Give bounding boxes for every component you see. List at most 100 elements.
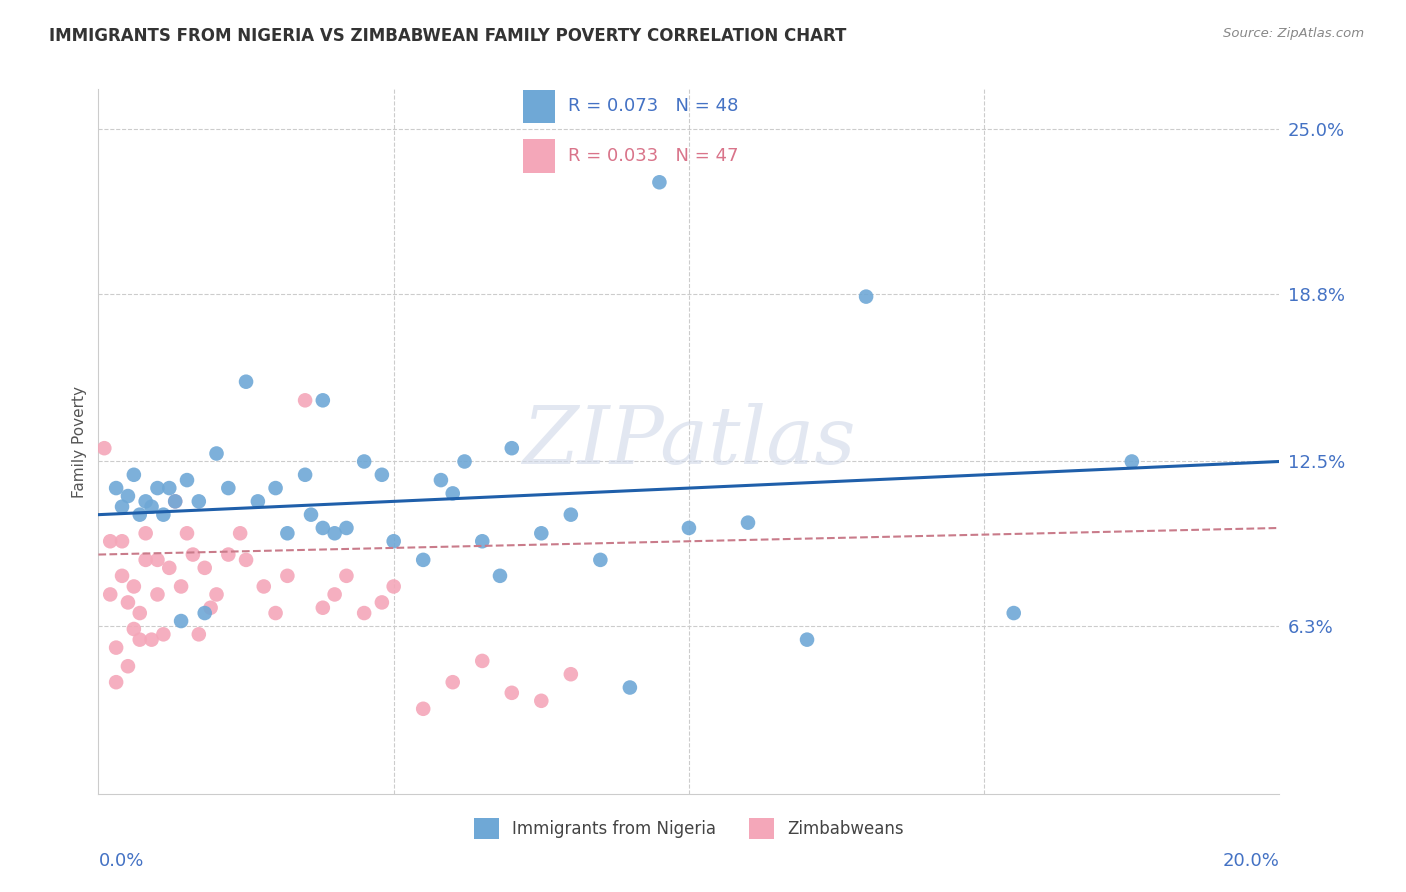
Point	[111, 569, 134, 583]
Point	[187, 627, 209, 641]
Point	[122, 467, 145, 482]
Point	[312, 600, 335, 615]
FancyBboxPatch shape	[523, 89, 555, 123]
Point	[141, 500, 163, 514]
Point	[181, 548, 204, 562]
Point	[737, 516, 759, 530]
Point	[217, 548, 239, 562]
Point	[489, 569, 512, 583]
Text: 0.0%: 0.0%	[98, 853, 143, 871]
Point	[98, 587, 121, 601]
Y-axis label: Family Poverty: Family Poverty	[72, 385, 87, 498]
Point	[235, 375, 257, 389]
Point	[299, 508, 322, 522]
Point	[217, 481, 239, 495]
Text: Source: ZipAtlas.com: Source: ZipAtlas.com	[1223, 27, 1364, 40]
Point	[128, 508, 150, 522]
Point	[471, 534, 494, 549]
Point	[382, 579, 405, 593]
Point	[264, 481, 287, 495]
Point	[294, 467, 316, 482]
Point	[1002, 606, 1025, 620]
Point	[312, 393, 335, 408]
Text: IMMIGRANTS FROM NIGERIA VS ZIMBABWEAN FAMILY POVERTY CORRELATION CHART: IMMIGRANTS FROM NIGERIA VS ZIMBABWEAN FA…	[49, 27, 846, 45]
Point	[176, 526, 198, 541]
Point	[678, 521, 700, 535]
Text: R = 0.033   N = 47: R = 0.033 N = 47	[568, 146, 738, 165]
Point	[1121, 454, 1143, 468]
Point	[176, 473, 198, 487]
Point	[855, 290, 877, 304]
Point	[294, 393, 316, 408]
Point	[157, 561, 180, 575]
Point	[430, 473, 453, 487]
Text: R = 0.073   N = 48: R = 0.073 N = 48	[568, 97, 738, 115]
Point	[253, 579, 276, 593]
Point	[105, 640, 128, 655]
Point	[796, 632, 818, 647]
Point	[194, 561, 217, 575]
Point	[246, 494, 269, 508]
Point	[560, 667, 582, 681]
Point	[165, 494, 187, 508]
Point	[371, 595, 394, 609]
Point	[501, 686, 523, 700]
Point	[335, 569, 357, 583]
Point	[111, 534, 134, 549]
Point	[276, 569, 298, 583]
Point	[200, 600, 222, 615]
Point	[141, 632, 163, 647]
Point	[152, 508, 174, 522]
Point	[205, 587, 228, 601]
FancyBboxPatch shape	[523, 139, 555, 173]
Point	[264, 606, 287, 620]
Point	[170, 579, 193, 593]
Point	[187, 494, 209, 508]
Point	[117, 659, 139, 673]
Point	[323, 526, 346, 541]
Point	[105, 481, 128, 495]
Point	[146, 587, 169, 601]
Point	[117, 595, 139, 609]
Point	[619, 681, 641, 695]
Point	[382, 534, 405, 549]
Point	[146, 553, 169, 567]
Point	[170, 614, 193, 628]
Point	[128, 606, 150, 620]
Point	[530, 526, 553, 541]
Point	[135, 526, 157, 541]
Point	[235, 553, 257, 567]
Point	[353, 606, 375, 620]
Point	[98, 534, 121, 549]
Point	[589, 553, 612, 567]
Point	[135, 494, 157, 508]
Point	[111, 500, 134, 514]
Point	[128, 632, 150, 647]
Point	[441, 486, 464, 500]
Point	[135, 553, 157, 567]
Point	[353, 454, 375, 468]
Point	[146, 481, 169, 495]
Point	[165, 494, 187, 508]
Point	[93, 441, 115, 455]
Point	[648, 175, 671, 189]
Point	[152, 627, 174, 641]
Point	[157, 481, 180, 495]
Point	[412, 553, 434, 567]
Point	[560, 508, 582, 522]
Point	[312, 521, 335, 535]
Point	[117, 489, 139, 503]
Text: ZIPatlas: ZIPatlas	[522, 403, 856, 480]
Legend: Immigrants from Nigeria, Zimbabweans: Immigrants from Nigeria, Zimbabweans	[467, 812, 911, 846]
Point	[471, 654, 494, 668]
Point	[412, 702, 434, 716]
Point	[194, 606, 217, 620]
Text: 20.0%: 20.0%	[1223, 853, 1279, 871]
Point	[323, 587, 346, 601]
Point	[371, 467, 394, 482]
Point	[205, 446, 228, 460]
Point	[441, 675, 464, 690]
Point	[122, 579, 145, 593]
Point	[105, 675, 128, 690]
Point	[276, 526, 298, 541]
